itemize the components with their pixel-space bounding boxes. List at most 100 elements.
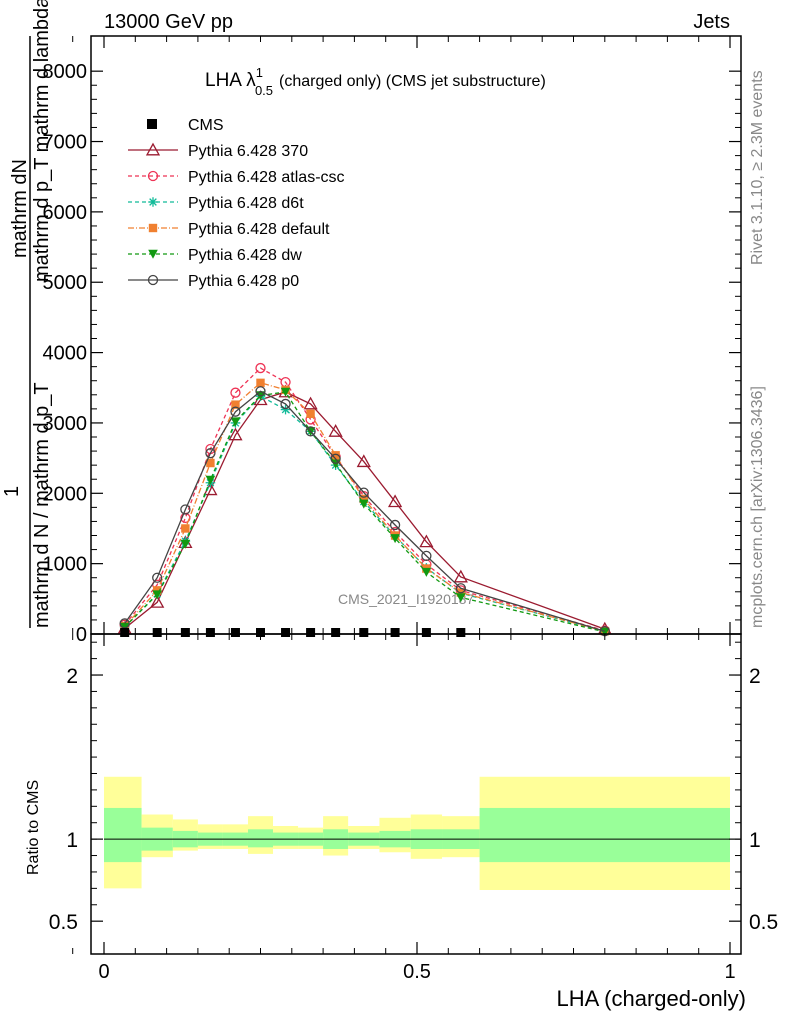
legend-cms-label: CMS (188, 117, 224, 134)
legend: CMS Pythia 6.428 370 Pythia 6.428 atlas-cs… (128, 117, 345, 290)
series-pythia-6-428-p0-point (330, 453, 341, 464)
cms-point (205, 628, 215, 637)
title-sup: 1 (256, 65, 263, 80)
series-pythia-6-428-370-point (356, 454, 371, 468)
legend-pythia-6-428-d6t-marker (148, 197, 158, 207)
ratio-y-tick-label: 0.5 (49, 911, 78, 934)
cms-point (230, 628, 240, 637)
series-pythia-6-428-dw-point (421, 567, 432, 577)
ratio-y-tick-label-right: 1 (749, 829, 761, 852)
y-tick-label-5000: 5000 (43, 272, 88, 294)
legend-pythia-6-428-dw: Pythia 6.428 dw (128, 247, 302, 264)
ratio-y-tick-label: 1 (66, 829, 78, 852)
y-tick-label-3000: 3000 (43, 413, 88, 435)
series-pythia-6-428-default-point (331, 451, 340, 460)
series-pythia-6-428-default-point (153, 586, 162, 595)
legend-pythia-6-428-default-label: Pythia 6.428 default (188, 221, 330, 238)
x-tick-label: 0.5 (403, 961, 431, 983)
cms-point (421, 628, 431, 637)
series-pythia-6-428-p0-point (205, 448, 216, 459)
series-pythia-6-428-default-point (181, 524, 190, 533)
series-pythia-6-428-p0-point (455, 583, 466, 594)
series-pythia-6-428-p0-point (119, 618, 130, 629)
series-pythia-6-428-p0-point (180, 504, 191, 515)
series-pythia-6-428-dw-point (230, 417, 241, 427)
series-pythia-6-428-atlas-csc-line (124, 367, 605, 632)
y-tick-label-4000: 4000 (43, 343, 88, 365)
cms-point (306, 628, 316, 637)
legend-pythia-6-428-370-marker (145, 142, 161, 156)
legend-pythia-6-428-default-marker (148, 223, 158, 233)
cms-point (120, 628, 130, 637)
y-tick-label-2000: 2000 (43, 483, 88, 505)
ratio-y-tick-label-right: 0.5 (749, 911, 778, 934)
legend-pythia-6-428-dw-marker (148, 249, 158, 259)
legend-cms: CMS (147, 117, 224, 134)
y-tick-label-8000: 8000 (43, 61, 88, 83)
series-pythia-6-428-p0-point (305, 426, 316, 437)
legend-pythia-6-428-370: Pythia 6.428 370 (128, 142, 308, 160)
plot-title: LHA λ1 0.5 (charged only) (CMS jet substru… (205, 65, 546, 98)
series-pythia-6-428-p0-point (255, 386, 266, 397)
band-inner-0 (104, 807, 142, 863)
series-pythia-6-428-p0 (119, 386, 610, 637)
title-sub: 0.5 (255, 83, 273, 98)
series-pythia-6-428-default-point (306, 409, 315, 418)
series-pythia-6-428-370-point (228, 427, 243, 441)
y-tick-label-1000: 1000 (43, 554, 88, 576)
ylabel-mid: mathrm d p_T mathrm d lambda (31, 0, 53, 282)
series-pythia-6-428-370-point (303, 396, 318, 410)
y-tick-label-6000: 6000 (43, 202, 88, 224)
cms-point (456, 628, 466, 637)
cms-point (281, 628, 291, 637)
series-pythia-6-428-default-point (231, 400, 240, 409)
series-pythia-6-428-370-point (419, 534, 434, 548)
series-pythia-6-428-d6t-point (280, 404, 291, 415)
title-main: LHA λ (205, 70, 256, 91)
ylabel-one: 1 (1, 486, 23, 497)
cms-point (359, 628, 369, 637)
ratio-y-tick-label: 2 (66, 665, 78, 688)
series-pythia-6-428-p0-point (280, 398, 291, 410)
series-pythia-6-428-370-point (328, 424, 343, 437)
legend-pythia-6-428-default: Pythia 6.428 default (128, 221, 330, 238)
band-inner-5 (247, 829, 274, 848)
legend-pythia-6-428-atlas-csc-marker (147, 170, 159, 182)
x-axis-label: LHA (charged-only) (556, 986, 746, 1011)
series-pythia-6-428-default-point (206, 458, 215, 468)
legend-pythia-6-428-d6t: Pythia 6.428 d6t (128, 195, 304, 212)
series-pythia-6-428-370-point (453, 569, 468, 583)
legend-pythia-6-428-370-label: Pythia 6.428 370 (188, 143, 308, 160)
series-pythia-6-428-p0-point (230, 406, 241, 417)
x-tick-label: 0 (98, 961, 109, 983)
series-pythia-6-428-p0-point (358, 487, 369, 498)
title-rest: (charged only) (CMS jet substructure) (279, 73, 546, 90)
series-pythia-6-428-dw-point (390, 534, 400, 544)
series-pythia-6-428-p0-point (421, 550, 432, 562)
header-left: 13000 GeV pp (104, 11, 233, 33)
legend-marker-cms (147, 119, 157, 129)
legend-pythia-6-428-atlas-csc: Pythia 6.428 atlas-csc (128, 169, 345, 186)
band-inner-13 (479, 807, 730, 863)
series-pythia-6-428-p0-point (152, 572, 163, 583)
ratio-bands (104, 776, 730, 890)
series-pythia-6-428-dw-point (180, 539, 191, 549)
series-pythia-6-428-p0-point (389, 519, 401, 531)
ratio-frame (90, 633, 742, 955)
x-tick-label: 1 (724, 961, 735, 983)
legend-pythia-6-428-p0: Pythia 6.428 p0 (128, 273, 299, 290)
main-ylabel: mathrm dN mathrm d p_T mathrm d lambda 1… (1, 0, 53, 628)
series-pythia-6-428-p0-line (124, 390, 605, 632)
legend-pythia-6-428-p0-marker (147, 274, 159, 286)
watermark: CMS_2021_I1920187 (338, 591, 474, 607)
ylabel-bottom: mathrm d N / mathrm d p_T (31, 382, 53, 628)
cms-point (256, 628, 265, 637)
legend-pythia-6-428-d6t-label: Pythia 6.428 d6t (188, 195, 304, 212)
header-right: Jets (693, 11, 730, 33)
series-pythia-6-428-default-point (256, 378, 265, 388)
series-pythia-6-428-370-point (150, 595, 165, 608)
ratio-y-tick-label-right: 2 (749, 665, 761, 688)
rivet-label: Rivet 3.1.10, ≥ 2.3M events (749, 70, 766, 265)
series-pythia-6-428-dw-point (205, 475, 216, 485)
